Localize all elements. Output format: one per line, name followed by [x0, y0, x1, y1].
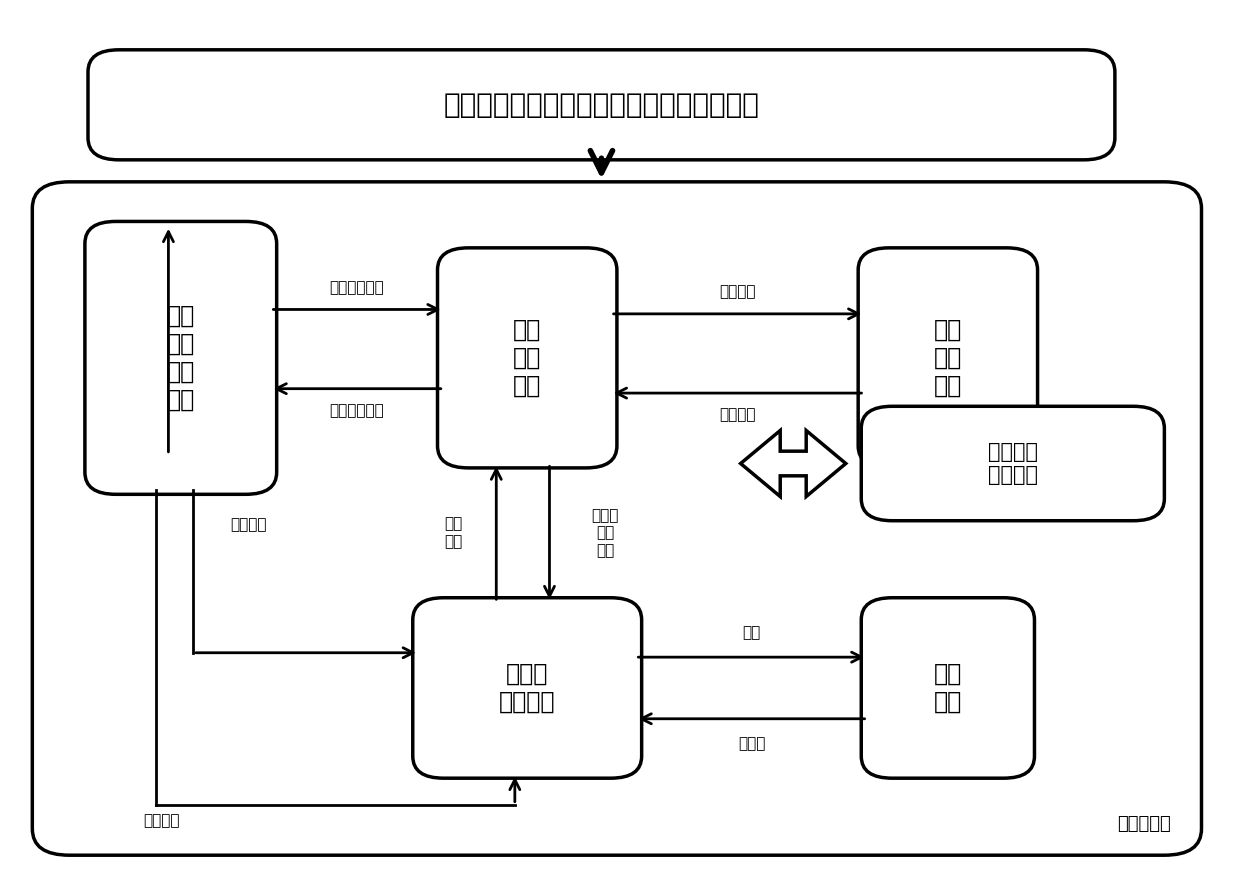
- Text: 堆型、额定功率、燃料类型等基本参数输入: 堆型、额定功率、燃料类型等基本参数输入: [444, 91, 759, 119]
- FancyBboxPatch shape: [862, 406, 1164, 521]
- FancyBboxPatch shape: [84, 222, 277, 494]
- Text: 燃料
性能
分析
模型: 燃料 性能 分析 模型: [166, 304, 195, 411]
- FancyBboxPatch shape: [858, 248, 1038, 468]
- Text: 温度、
密度
参数: 温度、 密度 参数: [591, 508, 619, 558]
- FancyBboxPatch shape: [32, 182, 1202, 856]
- Text: 温度参数: 温度参数: [719, 284, 756, 299]
- Text: 多相传热系数: 多相传热系数: [330, 404, 384, 419]
- Text: 多物理耦合: 多物理耦合: [1117, 815, 1171, 834]
- Text: 功率
分布: 功率 分布: [444, 517, 463, 549]
- Text: 核密度: 核密度: [738, 736, 765, 751]
- Text: 热工
水力
模型: 热工 水力 模型: [513, 318, 542, 397]
- FancyBboxPatch shape: [413, 598, 641, 778]
- Polygon shape: [740, 431, 846, 496]
- Text: 通量: 通量: [743, 625, 760, 640]
- Text: 包壳表面温度: 包壳表面温度: [330, 280, 384, 295]
- Text: 结构
力学
模型: 结构 力学 模型: [934, 318, 962, 397]
- Text: 燃耗
模型: 燃耗 模型: [934, 662, 962, 713]
- Text: 反应堆
物理模型: 反应堆 物理模型: [498, 662, 556, 713]
- FancyBboxPatch shape: [862, 598, 1034, 778]
- Text: 嬗变速率: 嬗变速率: [144, 813, 180, 828]
- Text: 材料服役
性能预测: 材料服役 性能预测: [988, 442, 1038, 485]
- FancyBboxPatch shape: [438, 248, 618, 468]
- Text: 力学变形: 力学变形: [719, 408, 756, 423]
- FancyBboxPatch shape: [88, 49, 1115, 160]
- Text: 温度参数: 温度参数: [231, 517, 267, 532]
